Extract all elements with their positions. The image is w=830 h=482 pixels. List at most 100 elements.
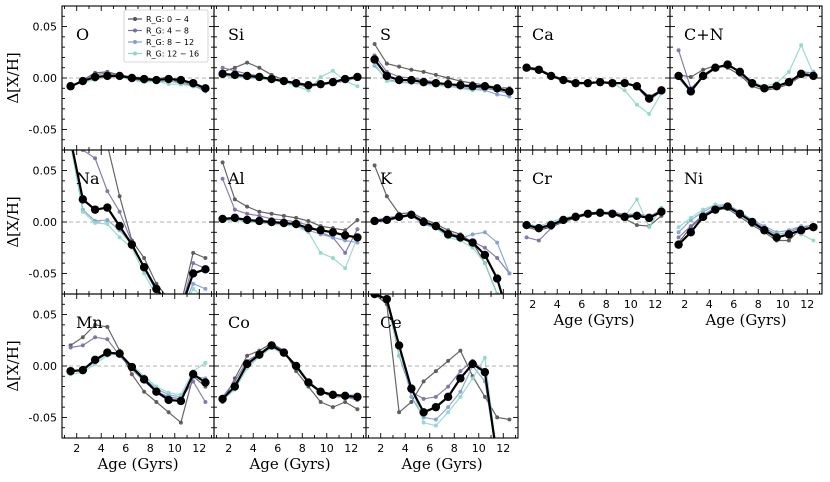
series-point-r3 (433, 423, 438, 428)
series-point-r2 (203, 286, 208, 291)
series-point-r3 (701, 207, 706, 212)
mean-point (230, 70, 240, 80)
legend-entry-r3: R_G: 12 − 16 (146, 50, 199, 59)
series-point-r0 (294, 369, 299, 374)
mean-point (328, 228, 338, 237)
mean-point (431, 78, 441, 88)
panel-label: Cr (532, 169, 552, 188)
series-point-r3 (105, 222, 110, 227)
series-line-r3 (222, 219, 358, 270)
mean-point (480, 367, 490, 377)
mean-point (534, 65, 544, 74)
series-point-r0 (142, 389, 147, 394)
mean-point (115, 221, 124, 231)
mean-point (139, 375, 149, 384)
series-point-r0 (701, 67, 706, 72)
series-point-r1 (203, 400, 208, 404)
mean-point (747, 78, 757, 88)
series-point-r0 (257, 209, 262, 214)
mean-point (546, 220, 556, 230)
mean-point (218, 214, 227, 224)
series-line-r2 (678, 203, 814, 233)
legend-marker-r2 (133, 40, 137, 44)
mean-point (760, 84, 769, 93)
mean-point (316, 387, 325, 396)
mean-point (583, 209, 593, 218)
panel-label: Si (228, 25, 244, 44)
series-point-r2 (330, 235, 335, 240)
legend-marker-r0 (133, 17, 137, 21)
series-point-r3 (482, 355, 487, 360)
mean-point (492, 84, 502, 93)
series-point-r3 (179, 313, 183, 317)
x-tick-label: 10 (472, 442, 486, 455)
series-line-r0 (70, 324, 206, 424)
series-point-r0 (786, 238, 791, 243)
mean-point (291, 361, 301, 371)
legend-entry-r1: R_G: 4 − 8 (146, 27, 189, 36)
x-tick-label: 8 (755, 298, 762, 311)
series-point-r3 (166, 390, 171, 395)
x-tick-label: 4 (706, 298, 713, 311)
series-point-r0 (105, 324, 110, 329)
mean-point (723, 60, 732, 69)
mean-point (291, 219, 301, 229)
series-point-r1 (688, 224, 693, 229)
series-point-r1 (257, 213, 262, 218)
series-point-r0 (306, 218, 311, 223)
series-point-r0 (154, 281, 159, 286)
mean-point (255, 216, 264, 226)
series-point-r1 (105, 189, 110, 194)
series-point-r0 (167, 297, 171, 301)
y-axis-label: Δ[X/H] (4, 340, 22, 391)
mean-point (267, 217, 276, 227)
x-tick-label: 4 (402, 442, 409, 455)
x-tick-label: 2 (225, 442, 232, 455)
series-point-r0 (688, 74, 693, 79)
mean-point (571, 78, 580, 88)
series-point-r3 (446, 410, 451, 415)
x-tick-label: 2 (377, 442, 384, 455)
series-point-r1 (68, 345, 73, 350)
mean-point (505, 87, 514, 96)
mean-point (632, 211, 642, 221)
series-point-r3 (203, 360, 208, 365)
mean-point (188, 78, 198, 88)
series-point-r3 (647, 112, 652, 116)
series-point-r3 (343, 266, 348, 271)
series-point-r0 (421, 379, 426, 384)
x-tick-label: 2 (73, 442, 80, 455)
series-point-r0 (257, 65, 262, 70)
mean-point (103, 348, 112, 357)
series-point-r0 (330, 405, 335, 410)
panel-ce: Ce 2 4 6 8 10 12 Age (Gyrs) (365, 293, 519, 473)
series-point-r0 (409, 400, 414, 404)
mean-point (90, 72, 100, 82)
mean-point (279, 218, 289, 228)
series-point-r0 (421, 69, 426, 74)
mean-line (374, 213, 503, 294)
y-tick-label: 0.00 (33, 216, 58, 229)
x-axis-label: Age (Gyrs) (96, 455, 178, 473)
mean-point (279, 76, 289, 86)
series-point-r0 (245, 204, 250, 209)
mean-point (431, 402, 441, 412)
series-line-r1 (222, 178, 358, 254)
panel-label: Ca (532, 25, 554, 44)
mean-point (546, 71, 556, 81)
series-line-r3 (70, 150, 201, 294)
mean-point (657, 207, 666, 216)
series-point-r0 (397, 64, 402, 69)
y-tick-label: 0.00 (33, 360, 58, 373)
series-point-r0 (433, 369, 438, 374)
legend-box (123, 9, 209, 63)
mean-point (382, 294, 392, 304)
mean-point (522, 63, 531, 72)
mean-point (340, 391, 350, 401)
mean-point (686, 228, 696, 237)
series-point-r1 (167, 304, 171, 308)
mean-point (407, 210, 416, 219)
series-point-r2 (69, 138, 73, 142)
mean-point (632, 82, 642, 91)
mean-point (394, 75, 404, 85)
